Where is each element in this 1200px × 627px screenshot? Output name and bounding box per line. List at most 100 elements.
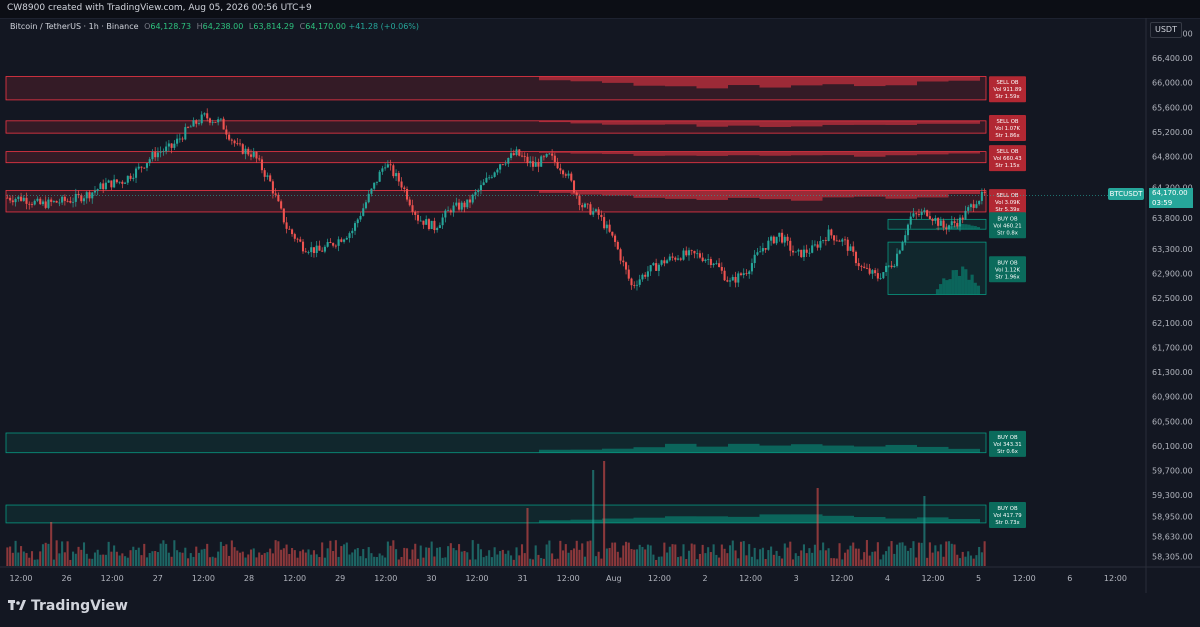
candle-body <box>589 204 592 215</box>
last-price-label: 64,170.00 03:59 <box>1149 188 1193 208</box>
volume-bar <box>504 553 507 566</box>
order-block-profile-bar <box>885 76 917 86</box>
order-block-profile-bar <box>602 76 634 83</box>
volume-bar <box>592 470 595 566</box>
candle-body <box>709 259 712 266</box>
volume-bar <box>734 550 737 566</box>
volume-bar <box>493 547 496 566</box>
candle-body <box>433 220 436 231</box>
volume-bar <box>178 552 181 566</box>
order-block-profile-bar <box>759 514 791 523</box>
candle-body <box>663 260 666 264</box>
volume-bar <box>217 551 220 566</box>
order-block-profile-bar <box>570 519 602 523</box>
volume-bar <box>687 550 691 566</box>
volume-bar <box>192 556 195 566</box>
candle-body <box>156 152 159 158</box>
candle-body <box>923 210 926 212</box>
volume-bar <box>318 557 321 566</box>
candle-body <box>395 173 398 177</box>
price-chart[interactable]: 66,800.0066,400.0066,000.0065,600.0065,2… <box>0 18 1200 593</box>
candle-body <box>124 182 127 184</box>
order-block-profile-bar <box>633 447 665 453</box>
candle-body <box>63 196 66 201</box>
order-block-profile-bar <box>964 224 968 230</box>
candle-body <box>343 239 346 242</box>
order-block-zone[interactable] <box>5 151 987 164</box>
candle-body <box>816 244 819 248</box>
candle-body <box>77 194 80 196</box>
volume-bar <box>885 551 888 566</box>
volume-bar <box>830 558 833 566</box>
time-tick-label: 12:00 <box>283 574 306 583</box>
volume-bar <box>258 552 261 566</box>
volume-bar <box>6 547 9 566</box>
volume-bar <box>230 540 233 566</box>
price-tick-label: 58,630.00 <box>1152 532 1193 541</box>
candle-body <box>249 154 253 157</box>
volume-bar <box>447 546 450 566</box>
order-block-label-text: SELL OB <box>996 80 1018 86</box>
candle-body <box>942 220 945 228</box>
volume-bar <box>165 543 168 566</box>
candle-body <box>381 168 384 172</box>
order-block-profile-bar <box>917 190 949 198</box>
legend-symbol[interactable]: Bitcoin / TetherUS · 1h · Binance <box>10 22 139 31</box>
candle-body <box>824 240 827 241</box>
order-block-profile-bar <box>633 190 665 198</box>
volume-bar <box>293 550 296 566</box>
volume-bar <box>581 543 584 566</box>
order-block-profile-bar <box>948 279 952 295</box>
volume-bar <box>321 542 324 566</box>
volume-bar <box>901 542 904 566</box>
order-block-profile-bar <box>696 516 728 523</box>
volume-bar <box>425 547 428 566</box>
volume-bar <box>373 556 376 566</box>
volume-bar <box>707 547 710 566</box>
volume-bar <box>663 542 666 566</box>
volume-bar <box>414 543 417 566</box>
order-block-profile-bar <box>728 120 760 126</box>
volume-bar <box>58 553 61 566</box>
order-block-label-box <box>989 256 1026 283</box>
volume-bar <box>964 556 967 566</box>
candle-body <box>288 228 291 230</box>
candle-body <box>783 236 786 243</box>
tradingview-logo[interactable]: TradingView <box>8 598 128 614</box>
time-tick-label: 2 <box>702 574 707 583</box>
candle-body <box>151 152 154 160</box>
volume-bar <box>879 559 882 566</box>
order-block-profile-bar <box>948 190 980 194</box>
order-block-label-text: BUY OB <box>997 506 1018 512</box>
currency-unit-button[interactable]: USDT <box>1150 22 1182 38</box>
order-block-label-text: Str 0.8x <box>997 230 1018 236</box>
candle-body <box>499 164 502 170</box>
time-tick-label: 28 <box>244 574 254 583</box>
order-block-profile-bar <box>665 76 697 87</box>
order-block-profile-bar <box>822 190 854 198</box>
volume-bar <box>236 550 239 566</box>
candle-body <box>274 193 277 195</box>
volume-bar <box>329 540 332 566</box>
legend-low: 63,814.29 <box>253 22 295 31</box>
volume-bar <box>134 549 138 566</box>
volume-bar <box>564 544 567 566</box>
volume-bar <box>405 548 409 566</box>
volume-bar <box>208 557 211 566</box>
candle-body <box>813 244 816 246</box>
volume-bar <box>969 555 972 566</box>
candle-body <box>753 254 756 264</box>
volume-bar <box>93 552 97 566</box>
order-block-label-text: Str 5.39x <box>995 207 1019 213</box>
order-block-label-text: BUY OB <box>997 435 1018 441</box>
candle-body <box>329 242 332 244</box>
candle-body <box>282 208 285 223</box>
volume-bar <box>895 544 899 566</box>
candle-body <box>463 202 466 208</box>
order-block-profile-bar <box>602 448 634 453</box>
candle-body <box>551 153 554 156</box>
candle-body <box>687 250 691 256</box>
candle-body <box>145 163 149 168</box>
order-block-label-text: Str 0.6x <box>997 449 1018 455</box>
candle-body <box>293 234 296 239</box>
